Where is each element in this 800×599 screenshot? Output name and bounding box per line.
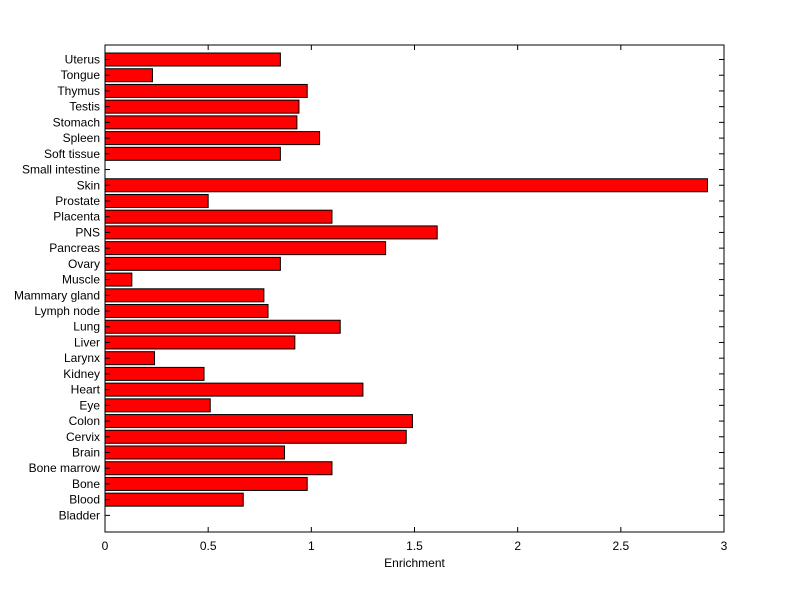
- bar-testis: [104, 99, 300, 114]
- bar-soft-tissue: [104, 146, 281, 161]
- bar-bone-marrow: [104, 461, 333, 476]
- y-tick-label: Liver: [74, 335, 100, 349]
- y-tick-label: Kidney: [63, 367, 100, 381]
- y-tick-label: Testis: [69, 100, 100, 114]
- y-tick-label: Placenta: [53, 210, 100, 224]
- y-tick-label: Cervix: [66, 430, 100, 444]
- x-tick-label: 2.5: [612, 539, 629, 553]
- bar-colon: [104, 414, 413, 429]
- bar-larynx: [104, 351, 156, 366]
- y-tick-label: Lymph node: [34, 304, 100, 318]
- bar-ovary: [104, 256, 281, 271]
- y-tick-label: PNS: [75, 225, 100, 239]
- bar-stomach: [104, 115, 298, 130]
- y-tick-label: Thymus: [57, 84, 100, 98]
- y-tick-label: Stomach: [53, 115, 100, 129]
- bar-mammary-gland: [104, 288, 265, 303]
- y-tick-label: Soft tissue: [44, 147, 100, 161]
- bar-pancreas: [104, 241, 387, 256]
- y-tick-label: Ovary: [68, 257, 100, 271]
- y-tick-label: Bone: [72, 477, 100, 491]
- bar-lung: [104, 319, 341, 334]
- bar-eye: [104, 398, 211, 413]
- bar-cervix: [104, 429, 407, 444]
- x-tick-label: 3: [721, 539, 728, 553]
- bar-bone: [104, 476, 308, 491]
- bar-kidney: [104, 366, 205, 381]
- bar-lymph-node: [104, 304, 269, 319]
- y-tick-label: Tongue: [61, 68, 101, 82]
- y-tick-label: Larynx: [64, 351, 100, 365]
- y-tick-label: Brain: [72, 446, 100, 460]
- bar-thymus: [104, 83, 308, 98]
- y-tick-label: Muscle: [62, 273, 100, 287]
- bar-skin: [104, 178, 708, 193]
- x-tick-label: 0: [102, 539, 109, 553]
- bar-heart: [104, 382, 364, 397]
- bar-placenta: [104, 209, 333, 224]
- bar-spleen: [104, 131, 321, 146]
- bar-blood: [104, 492, 244, 507]
- y-tick-label: Lung: [73, 320, 100, 334]
- y-tick-label: Spleen: [63, 131, 100, 145]
- y-tick-label: Heart: [71, 383, 101, 397]
- x-tick-label: 1: [308, 539, 315, 553]
- bars-group: [104, 52, 708, 507]
- y-tick-label: Skin: [77, 178, 100, 192]
- y-tick-label: Eye: [79, 398, 100, 412]
- bar-pns: [104, 225, 438, 240]
- x-tick-label: 0.5: [200, 539, 217, 553]
- bar-brain: [104, 445, 286, 460]
- bar-prostate: [104, 193, 209, 208]
- y-tick-label: Prostate: [55, 194, 100, 208]
- x-axis-label: Enrichment: [384, 556, 445, 570]
- y-tick-label: Blood: [69, 493, 100, 507]
- bar-liver: [104, 335, 296, 350]
- x-tick-label: 1.5: [406, 539, 423, 553]
- y-tick-label: Bladder: [59, 508, 100, 522]
- x-tick-label: 2: [514, 539, 521, 553]
- y-tick-label: Bone marrow: [29, 461, 101, 475]
- y-tick-label: Uterus: [65, 53, 100, 67]
- x-axis: 0 0.5 1 1.5 2 2.5 3: [102, 45, 728, 553]
- y-tick-label: Colon: [69, 414, 100, 428]
- y-tick-label: Mammary gland: [14, 288, 100, 302]
- y-tick-label: Small intestine: [22, 163, 100, 177]
- bar-tongue: [104, 68, 153, 83]
- bar-uterus: [104, 52, 281, 67]
- y-tick-label: Pancreas: [49, 241, 100, 255]
